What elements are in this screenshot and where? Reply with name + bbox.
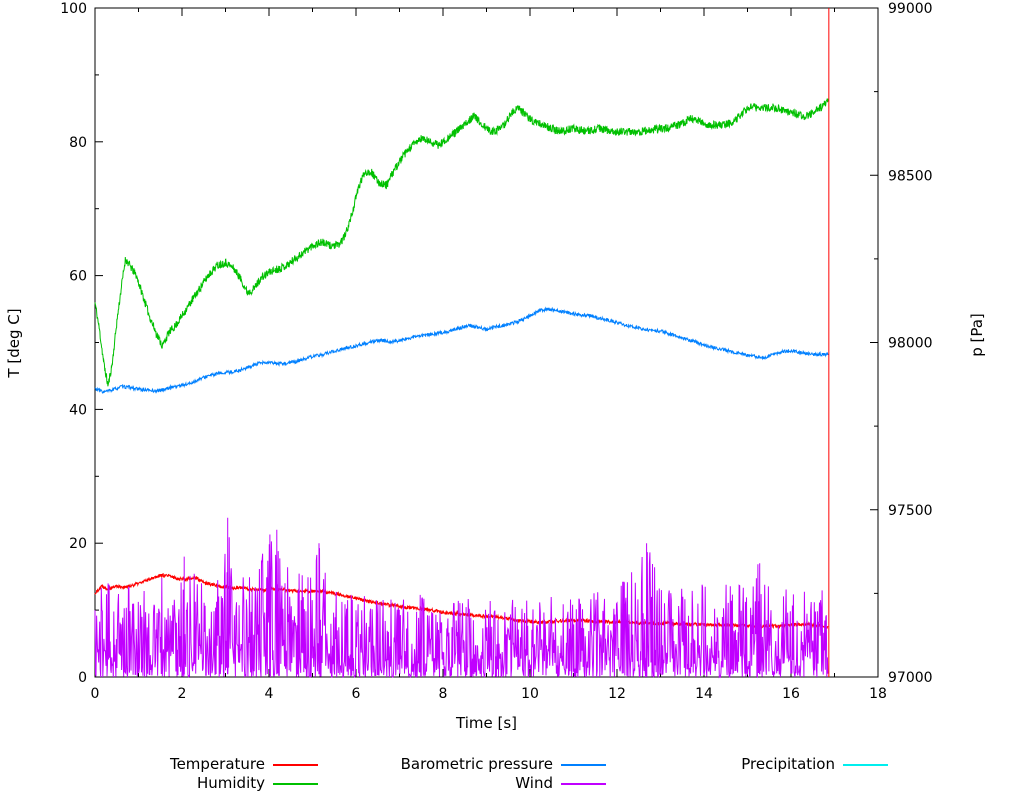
y-axis-title: T [deg C] — [5, 308, 23, 378]
x-axis-title: Time [s] — [456, 714, 517, 732]
legend-label-wind: Wind — [515, 774, 553, 792]
y-tick-label: 0 — [78, 670, 87, 686]
x-tick-label: 4 — [265, 686, 274, 702]
x-tick-label: 8 — [439, 686, 448, 702]
legend-label-humidity: Humidity — [196, 774, 265, 792]
legend-label-precipitation: Precipitation — [741, 755, 835, 773]
x-tick-label: 12 — [608, 686, 626, 702]
series-barometric-pressure — [94, 306, 829, 394]
x-tick-label: 16 — [782, 686, 800, 702]
y2-tick-label: 98500 — [888, 168, 933, 184]
legend-label-barometric-pressure: Barometric pressure — [400, 755, 553, 773]
y-tick-label: 100 — [60, 1, 87, 17]
legend-swatch-wind — [561, 783, 606, 785]
series-humidity — [94, 98, 829, 387]
legend-swatch-temperature — [273, 764, 318, 766]
y-tick-label: 40 — [69, 402, 87, 418]
y-tick-label: 20 — [69, 536, 87, 552]
y2-tick-label: 97500 — [888, 503, 933, 519]
plot-canvas: 0 2 4 6 8 10 12 14 16 18 0 20 40 60 80 100 97000 97500 980… — [60, 1, 933, 702]
x-tick-label: 18 — [869, 686, 887, 702]
y2-axis-title: p [Pa] — [968, 313, 986, 357]
y2-tick-label: 97000 — [888, 670, 933, 686]
x-tick-label: 2 — [178, 686, 187, 702]
x-tick-label: 6 — [352, 686, 361, 702]
plot-border — [94, 7, 879, 678]
legend-label-temperature: Temperature — [169, 755, 265, 773]
y-tick-label: 60 — [69, 269, 87, 285]
x-tick-label: 0 — [91, 686, 100, 702]
x-tick-label: 14 — [695, 686, 713, 702]
legend-swatch-barometric-pressure — [561, 764, 606, 766]
series-wind — [94, 517, 829, 679]
legend-swatch-humidity — [273, 783, 318, 785]
y2-tick-label: 98000 — [888, 336, 933, 352]
x-tick-label: 10 — [521, 686, 539, 702]
y-tick-label: 80 — [69, 135, 87, 151]
legend-swatch-precipitation — [843, 764, 888, 766]
y2-tick-label: 99000 — [888, 1, 933, 17]
